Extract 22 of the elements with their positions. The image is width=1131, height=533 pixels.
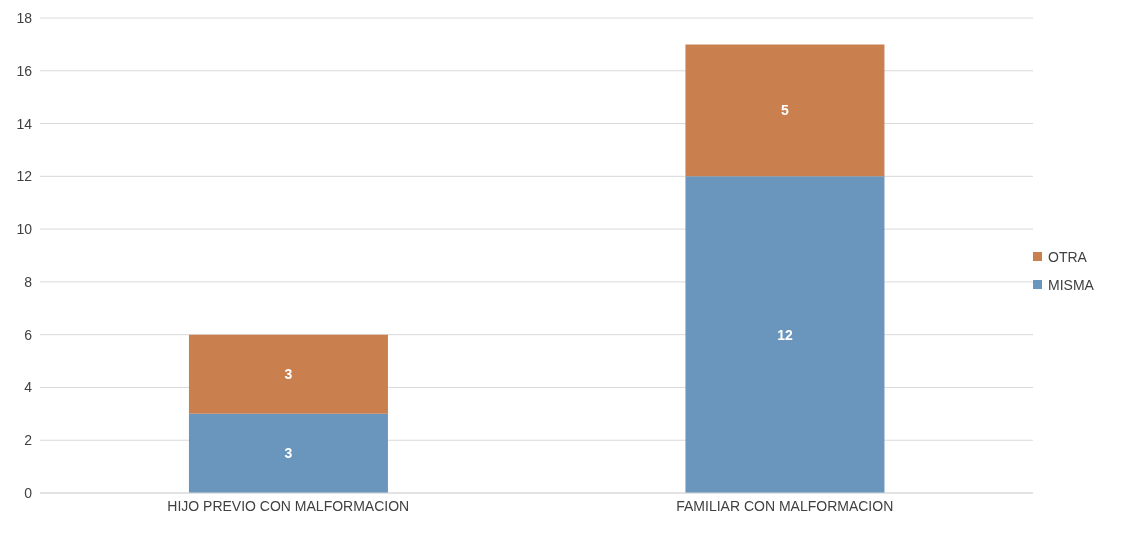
bar <box>188 334 388 414</box>
x-tick-label: HIJO PREVIO CON MALFORMACION <box>167 497 410 514</box>
data-label: 3 <box>284 366 293 383</box>
y-tick-label: 8 <box>24 273 33 290</box>
y-tick-label: 6 <box>24 326 33 343</box>
bar <box>685 44 885 177</box>
data-label: 12 <box>777 326 793 343</box>
legend-label: OTRA <box>1048 248 1087 265</box>
y-tick-label: 2 <box>24 432 33 449</box>
data-label: 5 <box>781 102 790 119</box>
legend-label: MISMA <box>1048 276 1094 293</box>
y-tick-label: 0 <box>24 484 33 501</box>
y-tick-label: 10 <box>16 221 33 238</box>
y-tick-label: 16 <box>16 62 33 79</box>
y-tick-label: 18 <box>16 9 33 26</box>
x-tick-label: FAMILIAR CON MALFORMACION <box>676 497 894 514</box>
bar <box>188 413 388 493</box>
y-tick-label: 12 <box>16 168 33 185</box>
y-tick-label: 14 <box>16 115 33 132</box>
bar <box>685 176 885 493</box>
y-tick-label: 4 <box>24 379 33 396</box>
data-label: 3 <box>284 445 293 462</box>
